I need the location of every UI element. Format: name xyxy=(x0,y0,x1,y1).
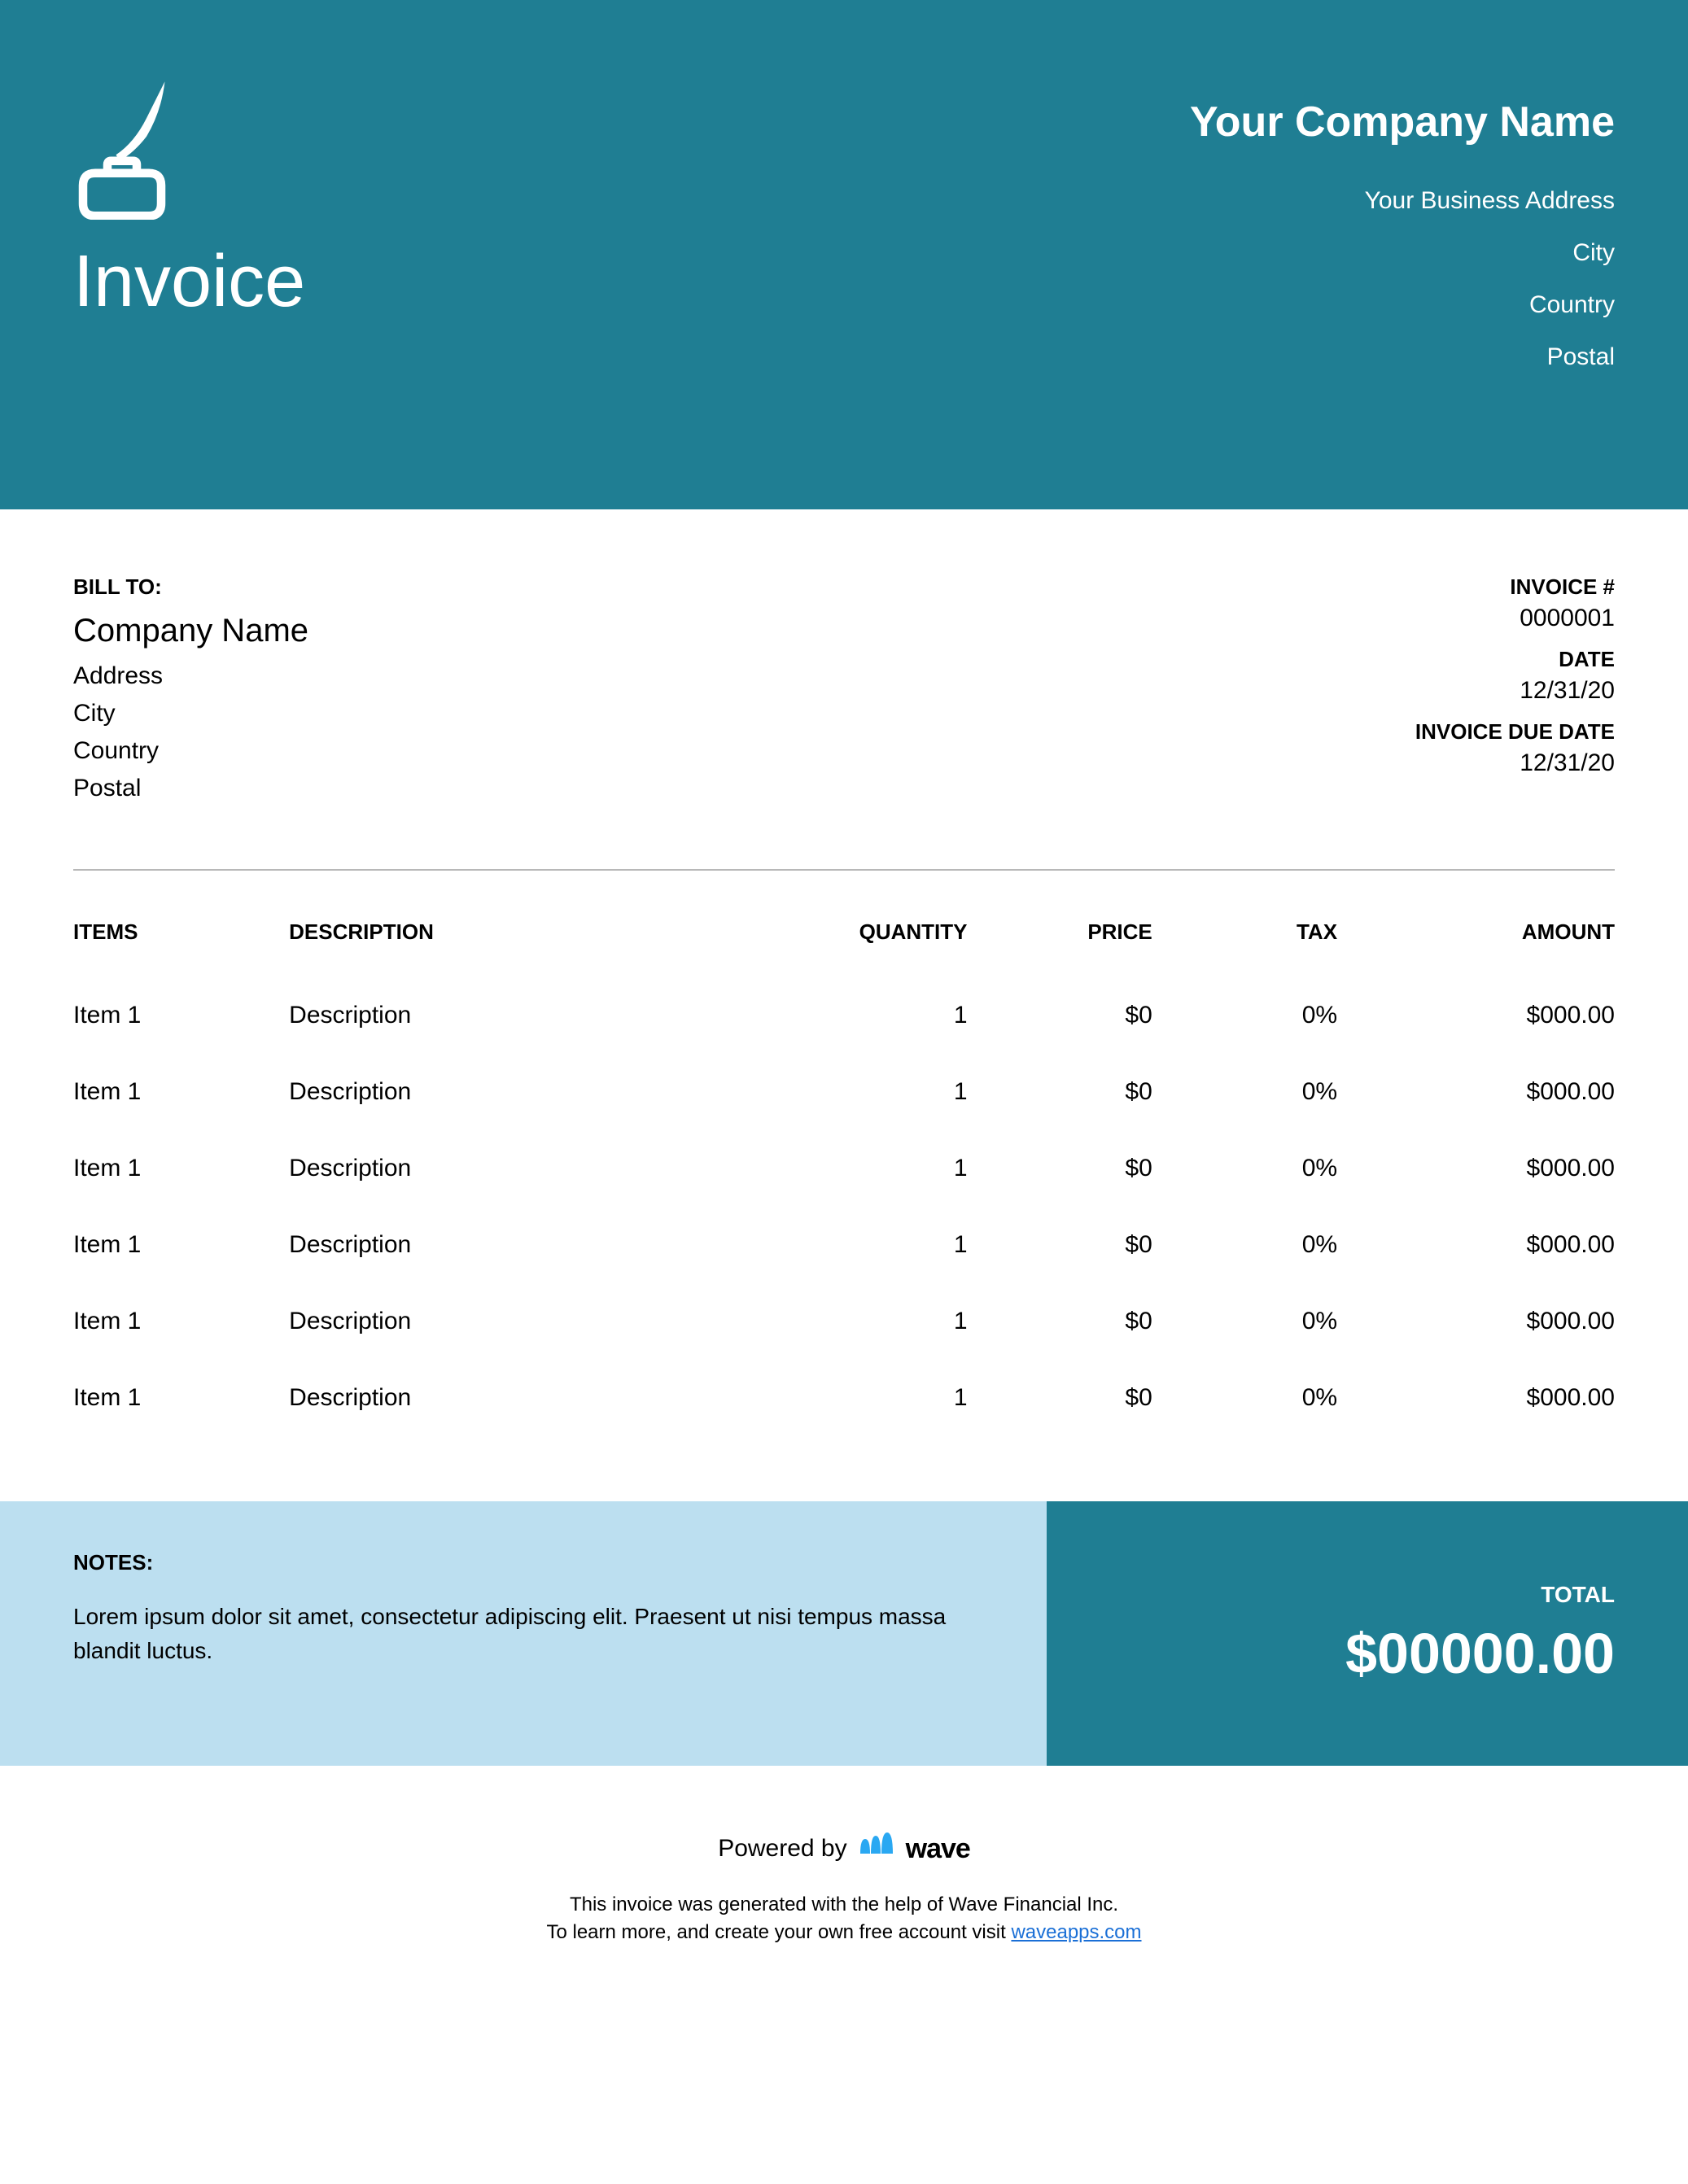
cell-description: Description xyxy=(289,1207,751,1283)
cell-description: Description xyxy=(289,977,751,1054)
powered-by-line: Powered by wave xyxy=(718,1831,970,1867)
cell-item: Item 1 xyxy=(73,1360,289,1436)
cell-description: Description xyxy=(289,1054,751,1130)
company-address-line: Postal xyxy=(1190,343,1615,371)
powered-line2: To learn more, and create your own free … xyxy=(0,1919,1688,1946)
cell-price: $0 xyxy=(968,977,1152,1054)
cell-quantity: 1 xyxy=(751,1054,967,1130)
table-row: Item 1Description1$00%$000.00 xyxy=(73,1360,1615,1436)
cell-tax: 0% xyxy=(1152,1054,1337,1130)
cell-price: $0 xyxy=(968,1207,1152,1283)
col-header-amount: AMOUNT xyxy=(1337,903,1615,977)
cell-amount: $000.00 xyxy=(1337,1054,1615,1130)
divider xyxy=(73,869,1615,871)
cell-quantity: 1 xyxy=(751,1283,967,1360)
footer-row: NOTES: Lorem ipsum dolor sit amet, conse… xyxy=(0,1501,1688,1766)
cell-amount: $000.00 xyxy=(1337,1283,1615,1360)
table-row: Item 1Description1$00%$000.00 xyxy=(73,1283,1615,1360)
powered-line1: This invoice was generated with the help… xyxy=(0,1891,1688,1919)
col-header-quantity: QUANTITY xyxy=(751,903,967,977)
bill-to-line: Postal xyxy=(73,775,308,802)
cell-item: Item 1 xyxy=(73,977,289,1054)
total-value: $00000.00 xyxy=(1079,1621,1615,1686)
cell-price: $0 xyxy=(968,1360,1152,1436)
cell-quantity: 1 xyxy=(751,1360,967,1436)
invoice-header: Invoice Your Company Name Your Business … xyxy=(0,0,1688,509)
col-header-price: PRICE xyxy=(968,903,1152,977)
company-address-line: Your Business Address xyxy=(1190,187,1615,215)
invoice-due-value: 12/31/20 xyxy=(1415,749,1615,777)
cell-quantity: 1 xyxy=(751,977,967,1054)
document-title: Invoice xyxy=(73,240,305,324)
total-label: TOTAL xyxy=(1079,1582,1615,1608)
table-row: Item 1Description1$00%$000.00 xyxy=(73,1130,1615,1207)
table-row: Item 1Description1$00%$000.00 xyxy=(73,1207,1615,1283)
cell-tax: 0% xyxy=(1152,1283,1337,1360)
quill-ink-icon xyxy=(73,81,305,224)
table-row: Item 1Description1$00%$000.00 xyxy=(73,1054,1615,1130)
col-header-tax: TAX xyxy=(1152,903,1337,977)
invoice-date-label: DATE xyxy=(1415,647,1615,672)
invoice-number-value: 0000001 xyxy=(1415,605,1615,632)
cell-item: Item 1 xyxy=(73,1207,289,1283)
cell-description: Description xyxy=(289,1283,751,1360)
wave-logo-icon xyxy=(859,1831,894,1867)
invoice-meta-section: BILL TO: Company Name Address City Count… xyxy=(0,509,1688,845)
cell-quantity: 1 xyxy=(751,1130,967,1207)
cell-item: Item 1 xyxy=(73,1130,289,1207)
bill-to-line: Address xyxy=(73,662,308,690)
cell-price: $0 xyxy=(968,1054,1152,1130)
header-left: Invoice xyxy=(73,81,305,324)
cell-description: Description xyxy=(289,1360,751,1436)
bill-to-line: Country xyxy=(73,737,308,765)
company-address-line: Country xyxy=(1190,291,1615,319)
bill-to-line: City xyxy=(73,700,308,727)
cell-price: $0 xyxy=(968,1130,1152,1207)
bill-to-label: BILL TO: xyxy=(73,574,308,600)
company-address-line: City xyxy=(1190,239,1615,267)
cell-tax: 0% xyxy=(1152,1207,1337,1283)
cell-item: Item 1 xyxy=(73,1283,289,1360)
cell-item: Item 1 xyxy=(73,1054,289,1130)
col-header-description: DESCRIPTION xyxy=(289,903,751,977)
cell-amount: $000.00 xyxy=(1337,1360,1615,1436)
invoice-due-label: INVOICE DUE DATE xyxy=(1415,719,1615,745)
invoice-meta-right: INVOICE # 0000001 DATE 12/31/20 INVOICE … xyxy=(1415,574,1615,812)
waveapps-link[interactable]: waveapps.com xyxy=(1011,1921,1141,1943)
invoice-number-label: INVOICE # xyxy=(1415,574,1615,600)
bill-to-company: Company Name xyxy=(73,613,308,649)
cell-description: Description xyxy=(289,1130,751,1207)
cell-amount: $000.00 xyxy=(1337,1130,1615,1207)
total-box: TOTAL $00000.00 xyxy=(1047,1501,1688,1766)
wave-brand-text: wave xyxy=(906,1833,970,1865)
cell-tax: 0% xyxy=(1152,1130,1337,1207)
powered-small-text: This invoice was generated with the help… xyxy=(0,1891,1688,1946)
bill-to-block: BILL TO: Company Name Address City Count… xyxy=(73,574,308,812)
cell-amount: $000.00 xyxy=(1337,977,1615,1054)
notes-box: NOTES: Lorem ipsum dolor sit amet, conse… xyxy=(0,1501,1047,1766)
company-name: Your Company Name xyxy=(1190,98,1615,146)
cell-price: $0 xyxy=(968,1283,1152,1360)
line-items-table: ITEMS DESCRIPTION QUANTITY PRICE TAX AMO… xyxy=(73,903,1615,1436)
cell-tax: 0% xyxy=(1152,977,1337,1054)
cell-tax: 0% xyxy=(1152,1360,1337,1436)
header-right: Your Company Name Your Business Address … xyxy=(1190,81,1615,395)
notes-text: Lorem ipsum dolor sit amet, consectetur … xyxy=(73,1600,990,1668)
invoice-date-value: 12/31/20 xyxy=(1415,677,1615,705)
notes-label: NOTES: xyxy=(73,1550,990,1575)
cell-quantity: 1 xyxy=(751,1207,967,1283)
powered-by-prefix: Powered by xyxy=(718,1835,846,1863)
table-row: Item 1Description1$00%$000.00 xyxy=(73,977,1615,1054)
cell-amount: $000.00 xyxy=(1337,1207,1615,1283)
table-header-row: ITEMS DESCRIPTION QUANTITY PRICE TAX AMO… xyxy=(73,903,1615,977)
col-header-items: ITEMS xyxy=(73,903,289,977)
powered-by-section: Powered by wave This invoice was generat… xyxy=(0,1766,1688,1978)
